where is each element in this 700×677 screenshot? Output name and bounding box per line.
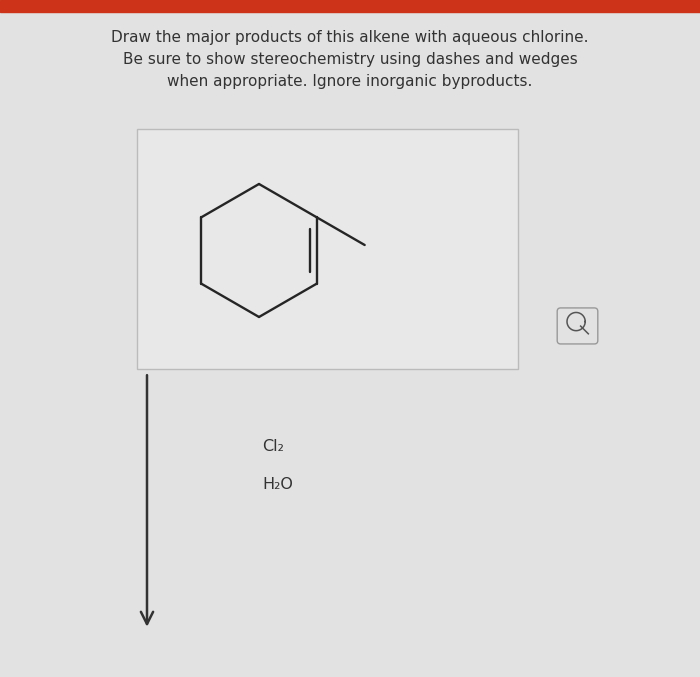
Text: H₂O: H₂O bbox=[262, 477, 293, 492]
Bar bbox=[136, 129, 518, 369]
Bar bbox=[0, 0, 700, 12]
FancyBboxPatch shape bbox=[557, 308, 598, 344]
Text: Draw the major products of this alkene with aqueous chlorine.: Draw the major products of this alkene w… bbox=[111, 30, 589, 45]
Text: Be sure to show stereochemistry using dashes and wedges: Be sure to show stereochemistry using da… bbox=[122, 52, 577, 67]
Text: when appropriate. Ignore inorganic byproducts.: when appropriate. Ignore inorganic bypro… bbox=[167, 74, 533, 89]
Text: Cl₂: Cl₂ bbox=[262, 439, 284, 454]
